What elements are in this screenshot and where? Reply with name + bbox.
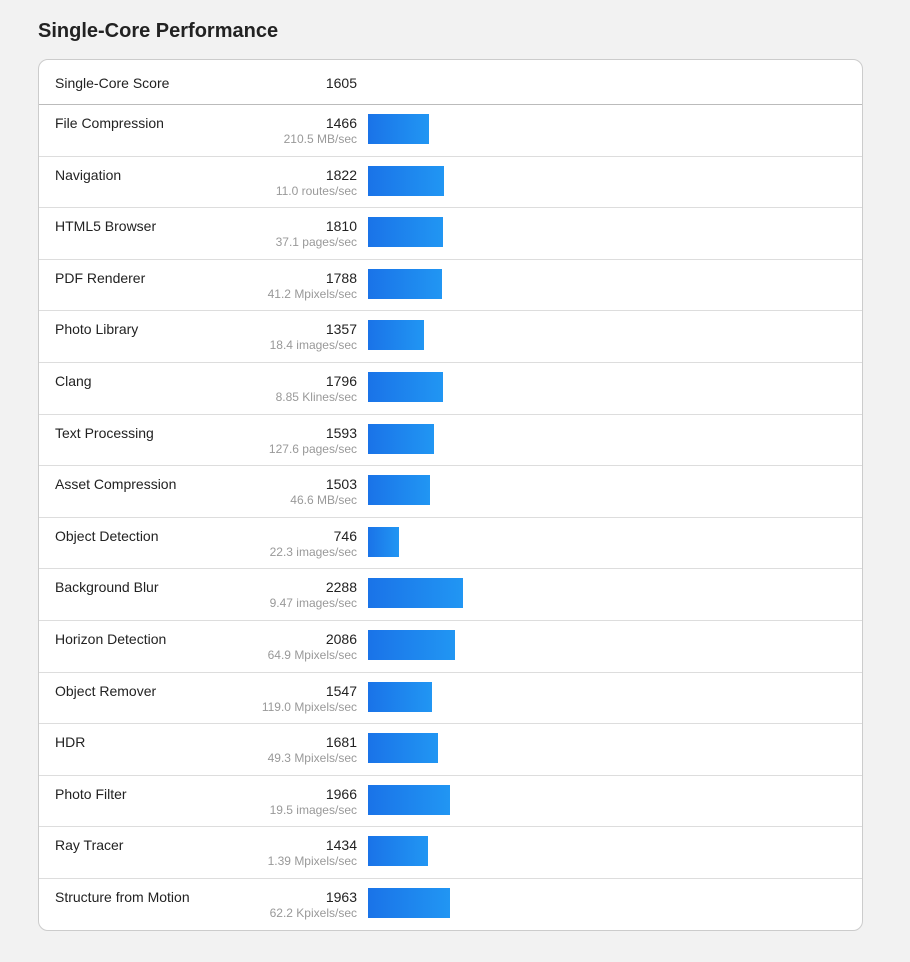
benchmark-name: PDF Renderer (55, 269, 146, 286)
score-bar (368, 475, 431, 506)
benchmark-row: Asset Compression 1503 46.6 MB/sec (39, 466, 862, 518)
benchmark-row: Photo Filter 1966 19.5 images/sec (39, 776, 862, 828)
benchmark-name: Text Processing (55, 424, 154, 441)
score-bar (368, 887, 450, 918)
score-bar (368, 165, 444, 196)
benchmark-name: Photo Filter (55, 785, 127, 802)
benchmark-rate: 8.85 Klines/sec (275, 389, 357, 404)
benchmark-row: Object Remover 1547 119.0 Mpixels/sec (39, 673, 862, 725)
score-bar (368, 733, 438, 764)
benchmark-rate: 41.2 Mpixels/sec (267, 286, 357, 301)
benchmark-rate: 49.3 Mpixels/sec (267, 751, 357, 766)
results-card: Single-Core Score 1605 File Compression 1… (38, 59, 863, 931)
benchmark-score: 1788 (325, 269, 357, 286)
benchmark-name: Structure from Motion (55, 888, 190, 905)
benchmark-rate: 46.6 MB/sec (290, 493, 357, 508)
score-bar (368, 268, 443, 299)
benchmark-score: 1681 (325, 734, 357, 751)
benchmark-score: 746 (333, 527, 357, 544)
benchmark-score: 1966 (325, 785, 357, 802)
benchmark-row: HDR 1681 49.3 Mpixels/sec (39, 724, 862, 776)
score-bar (368, 836, 428, 867)
score-bar (368, 681, 433, 712)
benchmark-name: HTML5 Browser (55, 218, 157, 235)
benchmark-rate: 19.5 images/sec (269, 802, 357, 817)
benchmark-name: Background Blur (55, 579, 159, 596)
benchmark-rate: 37.1 pages/sec (275, 235, 357, 250)
benchmark-row: File Compression 1466 210.5 MB/sec (39, 105, 862, 157)
benchmark-rate: 210.5 MB/sec (283, 132, 357, 146)
benchmark-score: 2288 (325, 579, 357, 596)
benchmark-score: 1357 (325, 321, 357, 338)
benchmark-name: Asset Compression (55, 476, 177, 493)
summary-label: Single-Core Score (55, 75, 170, 91)
benchmark-rate: 62.2 Kpixels/sec (269, 905, 357, 920)
benchmark-rate: 1.39 Mpixels/sec (267, 854, 357, 869)
score-bar (368, 217, 444, 248)
benchmark-name: Object Remover (55, 682, 157, 699)
benchmark-row: HTML5 Browser 1810 37.1 pages/sec (39, 208, 862, 260)
score-bar (368, 784, 450, 815)
benchmark-score: 1434 (325, 837, 357, 854)
score-bar (368, 423, 435, 454)
benchmark-score: 2086 (325, 630, 357, 647)
benchmark-score: 1822 (325, 166, 357, 183)
benchmark-row: Ray Tracer 1434 1.39 Mpixels/sec (39, 827, 862, 879)
benchmark-name: Ray Tracer (55, 837, 124, 854)
benchmark-name: HDR (55, 734, 86, 751)
benchmark-row: PDF Renderer 1788 41.2 Mpixels/sec (39, 260, 862, 312)
benchmark-name: Clang (55, 372, 92, 389)
score-bar (368, 320, 425, 351)
score-bar (368, 629, 455, 660)
benchmark-rate: 18.4 images/sec (269, 338, 357, 353)
benchmark-rate: 9.47 images/sec (269, 596, 357, 611)
benchmark-score: 1503 (325, 476, 357, 493)
benchmark-score: 1547 (325, 682, 357, 699)
benchmark-row: Text Processing 1593 127.6 pages/sec (39, 415, 862, 467)
benchmark-rate: 11.0 routes/sec (275, 183, 357, 198)
benchmark-rate: 119.0 Mpixels/sec (261, 699, 357, 714)
benchmark-score: 1593 (325, 424, 357, 441)
benchmark-rate: 22.3 images/sec (269, 544, 357, 559)
benchmark-row: Horizon Detection 2086 64.9 Mpixels/sec (39, 621, 862, 673)
benchmark-name: Horizon Detection (55, 630, 167, 647)
benchmark-score: 1796 (325, 372, 357, 389)
score-bar (368, 114, 429, 144)
benchmark-name: File Compression (55, 115, 164, 131)
benchmark-rate: 127.6 pages/sec (268, 441, 357, 456)
benchmark-row: Object Detection 746 22.3 images/sec (39, 518, 862, 570)
benchmark-row: Clang 1796 8.85 Klines/sec (39, 363, 862, 415)
benchmark-row: Structure from Motion 1963 62.2 Kpixels/se… (39, 879, 862, 930)
summary-score: 1605 (325, 75, 357, 91)
section-title: Single-Core Performance (38, 20, 279, 42)
benchmark-score: 1466 (325, 115, 357, 131)
benchmark-score: 1810 (325, 218, 357, 235)
benchmark-name: Navigation (55, 166, 122, 183)
score-bar (368, 578, 463, 609)
benchmark-row: Photo Library 1357 18.4 images/sec (39, 311, 862, 363)
benchmark-row: Navigation 1822 11.0 routes/sec (39, 157, 862, 209)
score-bar (368, 526, 399, 557)
benchmark-rate: 64.9 Mpixels/sec (267, 647, 357, 662)
score-bar (368, 371, 443, 402)
summary-row: Single-Core Score 1605 (39, 60, 862, 105)
benchmark-name: Object Detection (55, 527, 159, 544)
benchmark-row: Background Blur 2288 9.47 images/sec (39, 569, 862, 621)
benchmark-name: Photo Library (55, 321, 139, 338)
benchmark-score: 1963 (325, 888, 357, 905)
